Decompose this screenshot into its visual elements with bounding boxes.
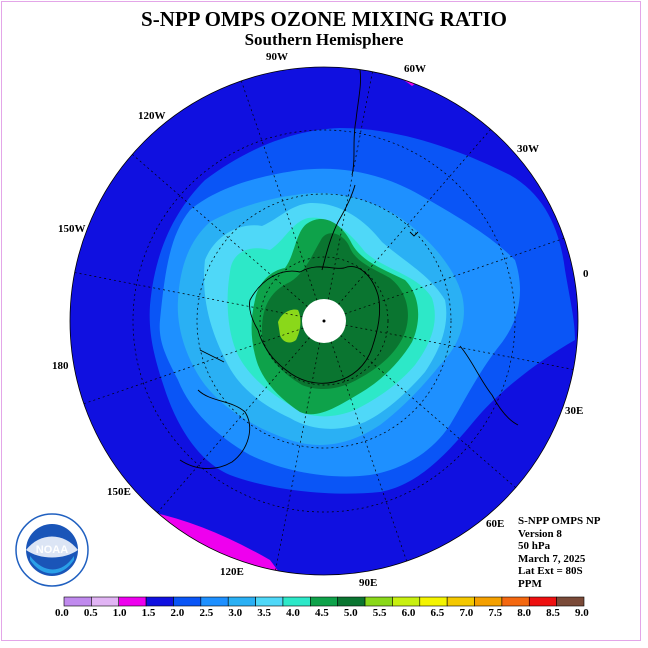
colorbar-swatch — [63, 596, 92, 607]
map-boundary — [69, 66, 579, 576]
meridian-line — [340, 335, 516, 488]
meridian-line — [83, 327, 304, 405]
colorbar-swatch — [501, 596, 530, 607]
meridian-line — [338, 129, 491, 305]
meridian-line — [157, 337, 310, 513]
ozone-field — [70, 67, 578, 575]
colorbar-tick-label: 5.5 — [372, 607, 387, 619]
lon-label-120e: 120E — [220, 566, 244, 578]
meridian-line — [275, 342, 321, 571]
colorbar-swatch — [255, 596, 284, 607]
meridian-line — [330, 341, 408, 562]
page-title: S-NPP OMPS OZONE MIXING RATIO — [141, 7, 507, 31]
colorbar-swatch — [337, 596, 366, 607]
colorbar-tick-label: 6.5 — [430, 607, 445, 619]
colorbar-swatch — [392, 596, 421, 607]
colorbar-tick-label: 0.5 — [83, 607, 98, 619]
colorbar-tick-label: 3.5 — [257, 607, 271, 619]
lon-label-150e: 150E — [107, 486, 131, 498]
meridian-line — [345, 324, 574, 370]
coast-antarctica — [249, 266, 381, 384]
coastlines — [179, 69, 519, 469]
colorbar-tick-label: 1.0 — [112, 607, 127, 619]
colorbar-tick-label: 8.0 — [517, 607, 531, 619]
noaa-logo: NOAA — [15, 513, 89, 587]
page-subtitle: Southern Hemisphere — [244, 30, 404, 49]
colorbar-tick-label: 8.5 — [546, 607, 560, 619]
colorbar-tick-label: 3.0 — [228, 607, 243, 619]
contour-5-5 — [278, 309, 301, 343]
lon-label-180: 180 — [52, 360, 69, 372]
coast-australia — [179, 389, 250, 469]
graticule — [74, 71, 574, 571]
colorbar-swatch — [419, 596, 448, 607]
colorbar-swatch — [200, 596, 229, 607]
svg-text:NOAA: NOAA — [36, 544, 68, 556]
coast-antarctic-peninsula — [321, 184, 356, 271]
info-units: PPM — [518, 578, 542, 590]
colorbar-swatch — [118, 596, 147, 607]
lon-label-30e: 30E — [565, 405, 584, 417]
coast-new-zealand — [199, 349, 225, 363]
colorbar-tick-label: 9.0 — [575, 607, 589, 619]
info-level: 50 hPa — [518, 540, 551, 553]
colorbar-tick-label: 7.5 — [488, 607, 503, 619]
colorbar-tick-label: 4.0 — [286, 607, 300, 619]
colorbar-swatch — [145, 596, 174, 607]
coast-sa-east — [409, 231, 419, 237]
info-instrument: S-NPP OMPS NP — [518, 515, 601, 527]
meridian-line — [240, 80, 318, 301]
colorbar-swatch — [310, 596, 338, 607]
colorbar-tick-label: 6.0 — [401, 607, 416, 619]
meridian-line — [344, 237, 565, 315]
info-lat-ext: Lat Ext = 80S — [518, 565, 583, 578]
coast-south-america — [351, 69, 361, 176]
colorbar-tick-label: 0.0 — [55, 607, 69, 619]
lon-label-0: 0 — [583, 268, 589, 280]
coast-africa — [459, 345, 519, 426]
lon-label-60w: 60W — [404, 63, 426, 75]
colorbar-swatch — [528, 596, 557, 607]
colorbar-swatch — [364, 596, 393, 607]
colorbar-tick-label: 5.0 — [343, 607, 358, 619]
colorbar-swatch — [282, 596, 311, 607]
lon-label-150w: 150W — [58, 223, 86, 235]
meridian-line — [327, 71, 373, 300]
info-date: March 7, 2025 — [518, 552, 586, 565]
colorbar-swatch — [556, 596, 585, 607]
colorbar — [63, 596, 585, 607]
meridian-line — [132, 154, 308, 307]
colorbar-swatch — [91, 596, 120, 607]
south-pole-marker — [322, 319, 326, 323]
colorbar-tick-label: 2.5 — [199, 607, 214, 619]
colorbar-tick-label: 4.5 — [315, 607, 329, 619]
lon-label-90w: 90W — [266, 51, 288, 63]
colorbar-swatch — [474, 596, 503, 607]
lon-label-60e: 60E — [486, 518, 505, 530]
colorbar-tick-label: 7.0 — [459, 607, 474, 619]
colorbar-swatch — [173, 596, 202, 607]
colorbar-swatch — [227, 596, 256, 607]
colorbar-tick-label: 2.0 — [170, 607, 185, 619]
meridian-line — [74, 272, 303, 318]
lon-label-90e: 90E — [359, 577, 378, 589]
colorbar-tick-label: 1.5 — [141, 607, 156, 619]
info-version: Version 8 — [518, 527, 562, 540]
colorbar-swatch — [446, 596, 475, 607]
map-frame — [1, 1, 641, 641]
lon-label-30w: 30W — [517, 143, 539, 155]
lon-label-120w: 120W — [138, 110, 166, 122]
